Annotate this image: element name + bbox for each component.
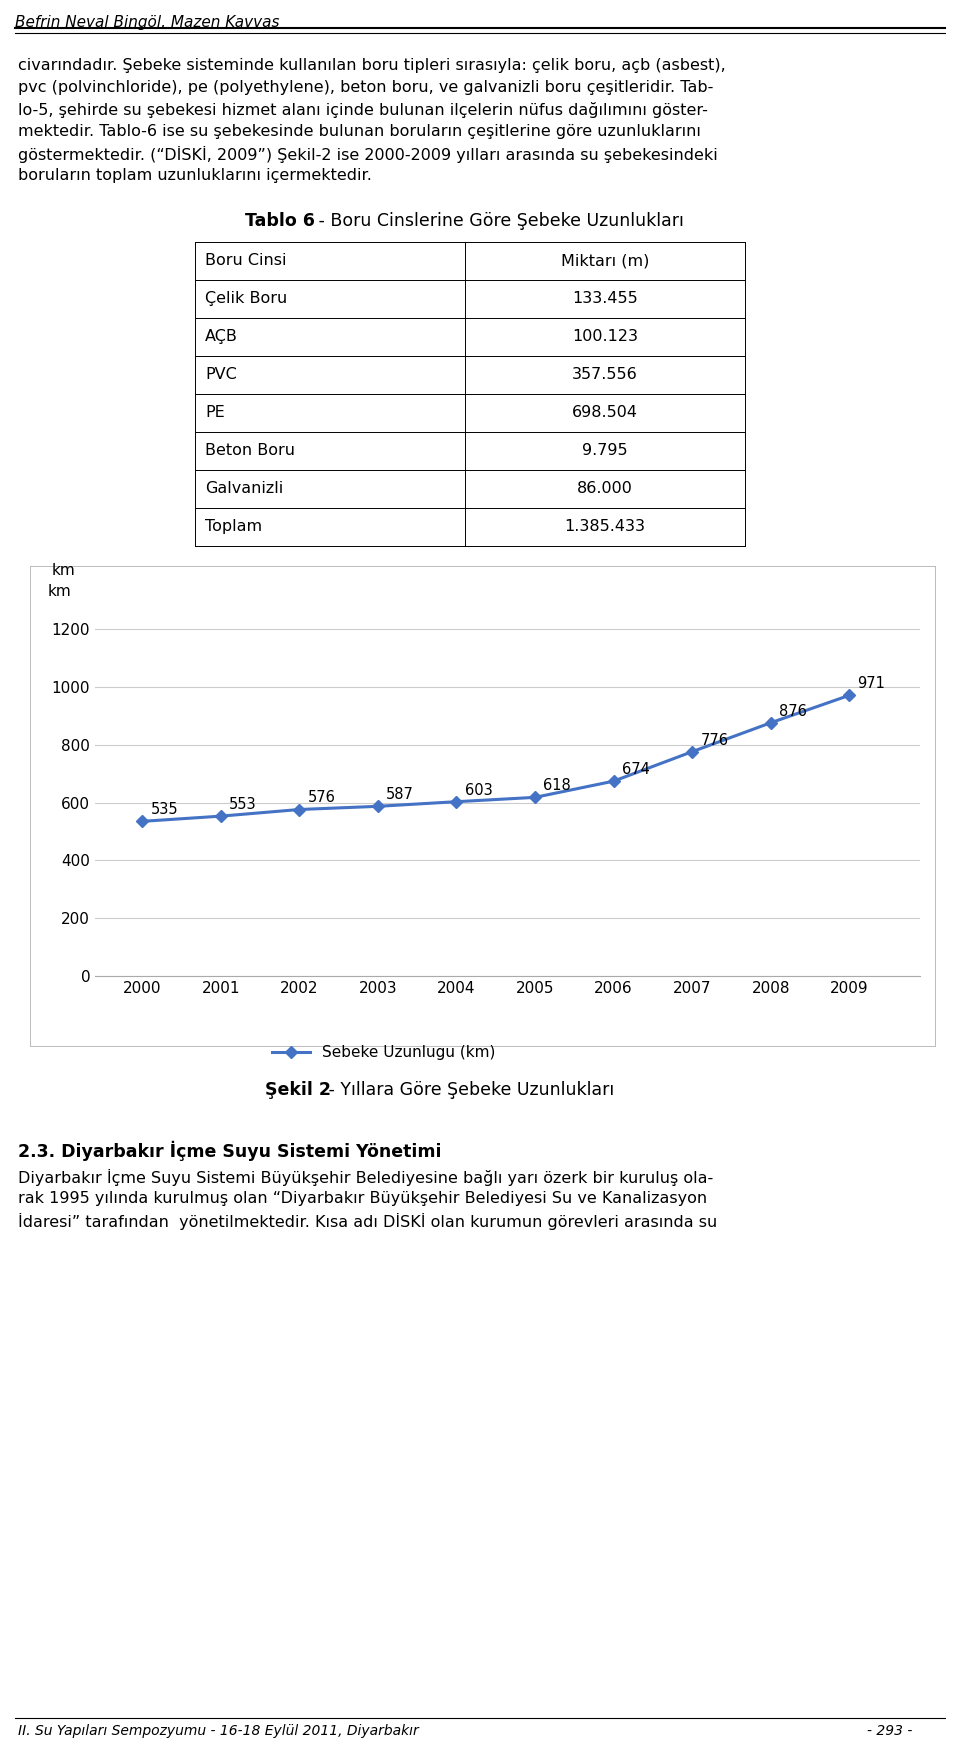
Text: km: km — [52, 563, 76, 578]
Text: 1.385.433: 1.385.433 — [564, 519, 645, 535]
Sebeke Uzunlugu (km) — [136, 811, 148, 832]
Text: Boru Cinsi: Boru Cinsi — [205, 253, 286, 267]
Sebeke Uzunlugu (km) — [450, 791, 462, 812]
Text: 100.123: 100.123 — [572, 328, 638, 344]
Sebeke Uzunlugu (km) — [844, 685, 855, 706]
Text: Diyarbakır İçme Suyu Sistemi Büyükşehir Belediyesine bağlı yarı özerk bir kurulu: Diyarbakır İçme Suyu Sistemi Büyükşehir … — [18, 1169, 713, 1186]
Line: Sebeke Uzunlugu (km): Sebeke Uzunlugu (km) — [138, 692, 853, 826]
Text: 553: 553 — [229, 797, 256, 812]
Legend: Sebeke Uzunlugu (km): Sebeke Uzunlugu (km) — [266, 1039, 502, 1066]
Sebeke Uzunlugu (km) — [294, 798, 305, 819]
Text: PE: PE — [205, 405, 225, 419]
Text: 587: 587 — [386, 788, 414, 802]
Text: civarındadır. Şebeke sisteminde kullanılan boru tipleri sırasıyla: çelik boru, a: civarındadır. Şebeke sisteminde kullanıl… — [18, 58, 726, 73]
Text: Toplam: Toplam — [205, 519, 262, 535]
Text: 674: 674 — [622, 762, 650, 777]
Text: 357.556: 357.556 — [572, 367, 637, 383]
Text: 776: 776 — [701, 732, 729, 748]
Text: 133.455: 133.455 — [572, 292, 637, 306]
Text: Miktarı (m): Miktarı (m) — [561, 253, 649, 267]
Text: boruların toplam uzunluklarını içermektedir.: boruların toplam uzunluklarını içermekte… — [18, 168, 372, 183]
Text: AÇB: AÇB — [205, 328, 238, 344]
Text: 86.000: 86.000 — [577, 480, 633, 496]
Sebeke Uzunlugu (km) — [686, 741, 698, 762]
Sebeke Uzunlugu (km) — [608, 770, 619, 791]
Text: pvc (polvinchloride), pe (polyethylene), beton boru, ve galvanizli boru çeşitler: pvc (polvinchloride), pe (polyethylene),… — [18, 80, 713, 94]
Text: Beton Boru: Beton Boru — [205, 444, 295, 458]
Text: lo-5, şehirde su şebekesi hizmet alanı içinde bulunan ilçelerin nüfus dağılımını: lo-5, şehirde su şebekesi hizmet alanı i… — [18, 101, 708, 119]
Text: 618: 618 — [543, 777, 571, 793]
Sebeke Uzunlugu (km) — [215, 805, 227, 826]
Text: Befrin Neval Bingöl, Mazen Kavvas: Befrin Neval Bingöl, Mazen Kavvas — [15, 16, 279, 30]
Text: km: km — [48, 583, 72, 599]
Text: Galvanizli: Galvanizli — [205, 480, 283, 496]
Text: Çelik Boru: Çelik Boru — [205, 292, 287, 306]
Text: - 293 -: - 293 - — [867, 1724, 913, 1738]
Text: PVC: PVC — [205, 367, 237, 383]
Text: 2.3. Diyarbakır İçme Suyu Sistemi Yönetimi: 2.3. Diyarbakır İçme Suyu Sistemi Yöneti… — [18, 1141, 442, 1162]
Text: 971: 971 — [857, 676, 885, 692]
Text: göstermektedir. (“DİSKİ, 2009”) Şekil-2 ise 2000-2009 yılları arasında su şebeke: göstermektedir. (“DİSKİ, 2009”) Şekil-2 … — [18, 147, 718, 162]
Text: 576: 576 — [307, 790, 335, 805]
Text: 876: 876 — [780, 704, 807, 718]
Text: Şekil 2: Şekil 2 — [265, 1081, 331, 1099]
Text: - Yıllara Göre Şebeke Uzunlukları: - Yıllara Göre Şebeke Uzunlukları — [323, 1081, 614, 1099]
Text: 535: 535 — [151, 802, 179, 818]
Text: İdaresi” tarafından  yönetilmektedir. Kısa adı DİSKİ olan kurumun görevleri aras: İdaresi” tarafından yönetilmektedir. Kıs… — [18, 1212, 717, 1230]
Text: II. Su Yapıları Sempozyumu - 16-18 Eylül 2011, Diyarbakır: II. Su Yapıları Sempozyumu - 16-18 Eylül… — [18, 1724, 419, 1738]
Text: 9.795: 9.795 — [582, 444, 628, 458]
Text: 698.504: 698.504 — [572, 405, 638, 419]
Sebeke Uzunlugu (km) — [529, 786, 540, 807]
Text: mektedir. Tablo-6 ise su şebekesinde bulunan boruların çeşitlerine göre uzunlukl: mektedir. Tablo-6 ise su şebekesinde bul… — [18, 124, 701, 140]
Text: Tablo 6: Tablo 6 — [245, 211, 315, 231]
Sebeke Uzunlugu (km) — [372, 797, 384, 818]
Text: 603: 603 — [465, 783, 492, 798]
Text: rak 1995 yılında kurulmuş olan “Diyarbakır Büyükşehir Belediyesi Su ve Kanalizas: rak 1995 yılında kurulmuş olan “Diyarbak… — [18, 1191, 708, 1205]
Sebeke Uzunlugu (km) — [765, 713, 777, 734]
Text: - Boru Cinslerine Göre Şebeke Uzunlukları: - Boru Cinslerine Göre Şebeke Uzunluklar… — [313, 211, 684, 231]
